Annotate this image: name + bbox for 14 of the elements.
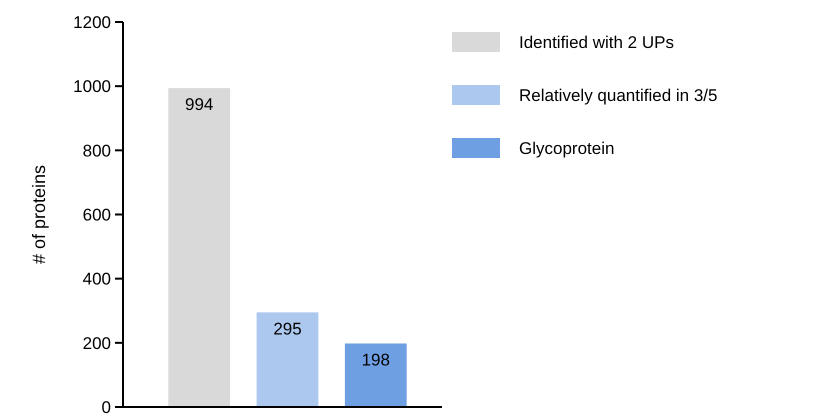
y-tick-label: 800 [82, 141, 111, 160]
legend-label: Relatively quantified in 3/5 [519, 86, 718, 105]
data-label: 994 [185, 95, 214, 114]
data-label: 295 [273, 319, 302, 338]
data-label: 198 [362, 350, 390, 370]
y-tick-label: 1000 [73, 77, 111, 96]
legend-label: Identified with 2 UPs [519, 32, 674, 52]
y-tick-label: 400 [82, 270, 111, 289]
y-tick-label: 600 [82, 205, 111, 224]
y-tick-label: 200 [82, 334, 111, 353]
y-tick-label: 0 [102, 398, 111, 416]
y-axis-title: # of proteins [29, 164, 49, 264]
legend-label: Glycoprotein [519, 138, 614, 158]
y-tick-label: 1200 [73, 12, 111, 32]
